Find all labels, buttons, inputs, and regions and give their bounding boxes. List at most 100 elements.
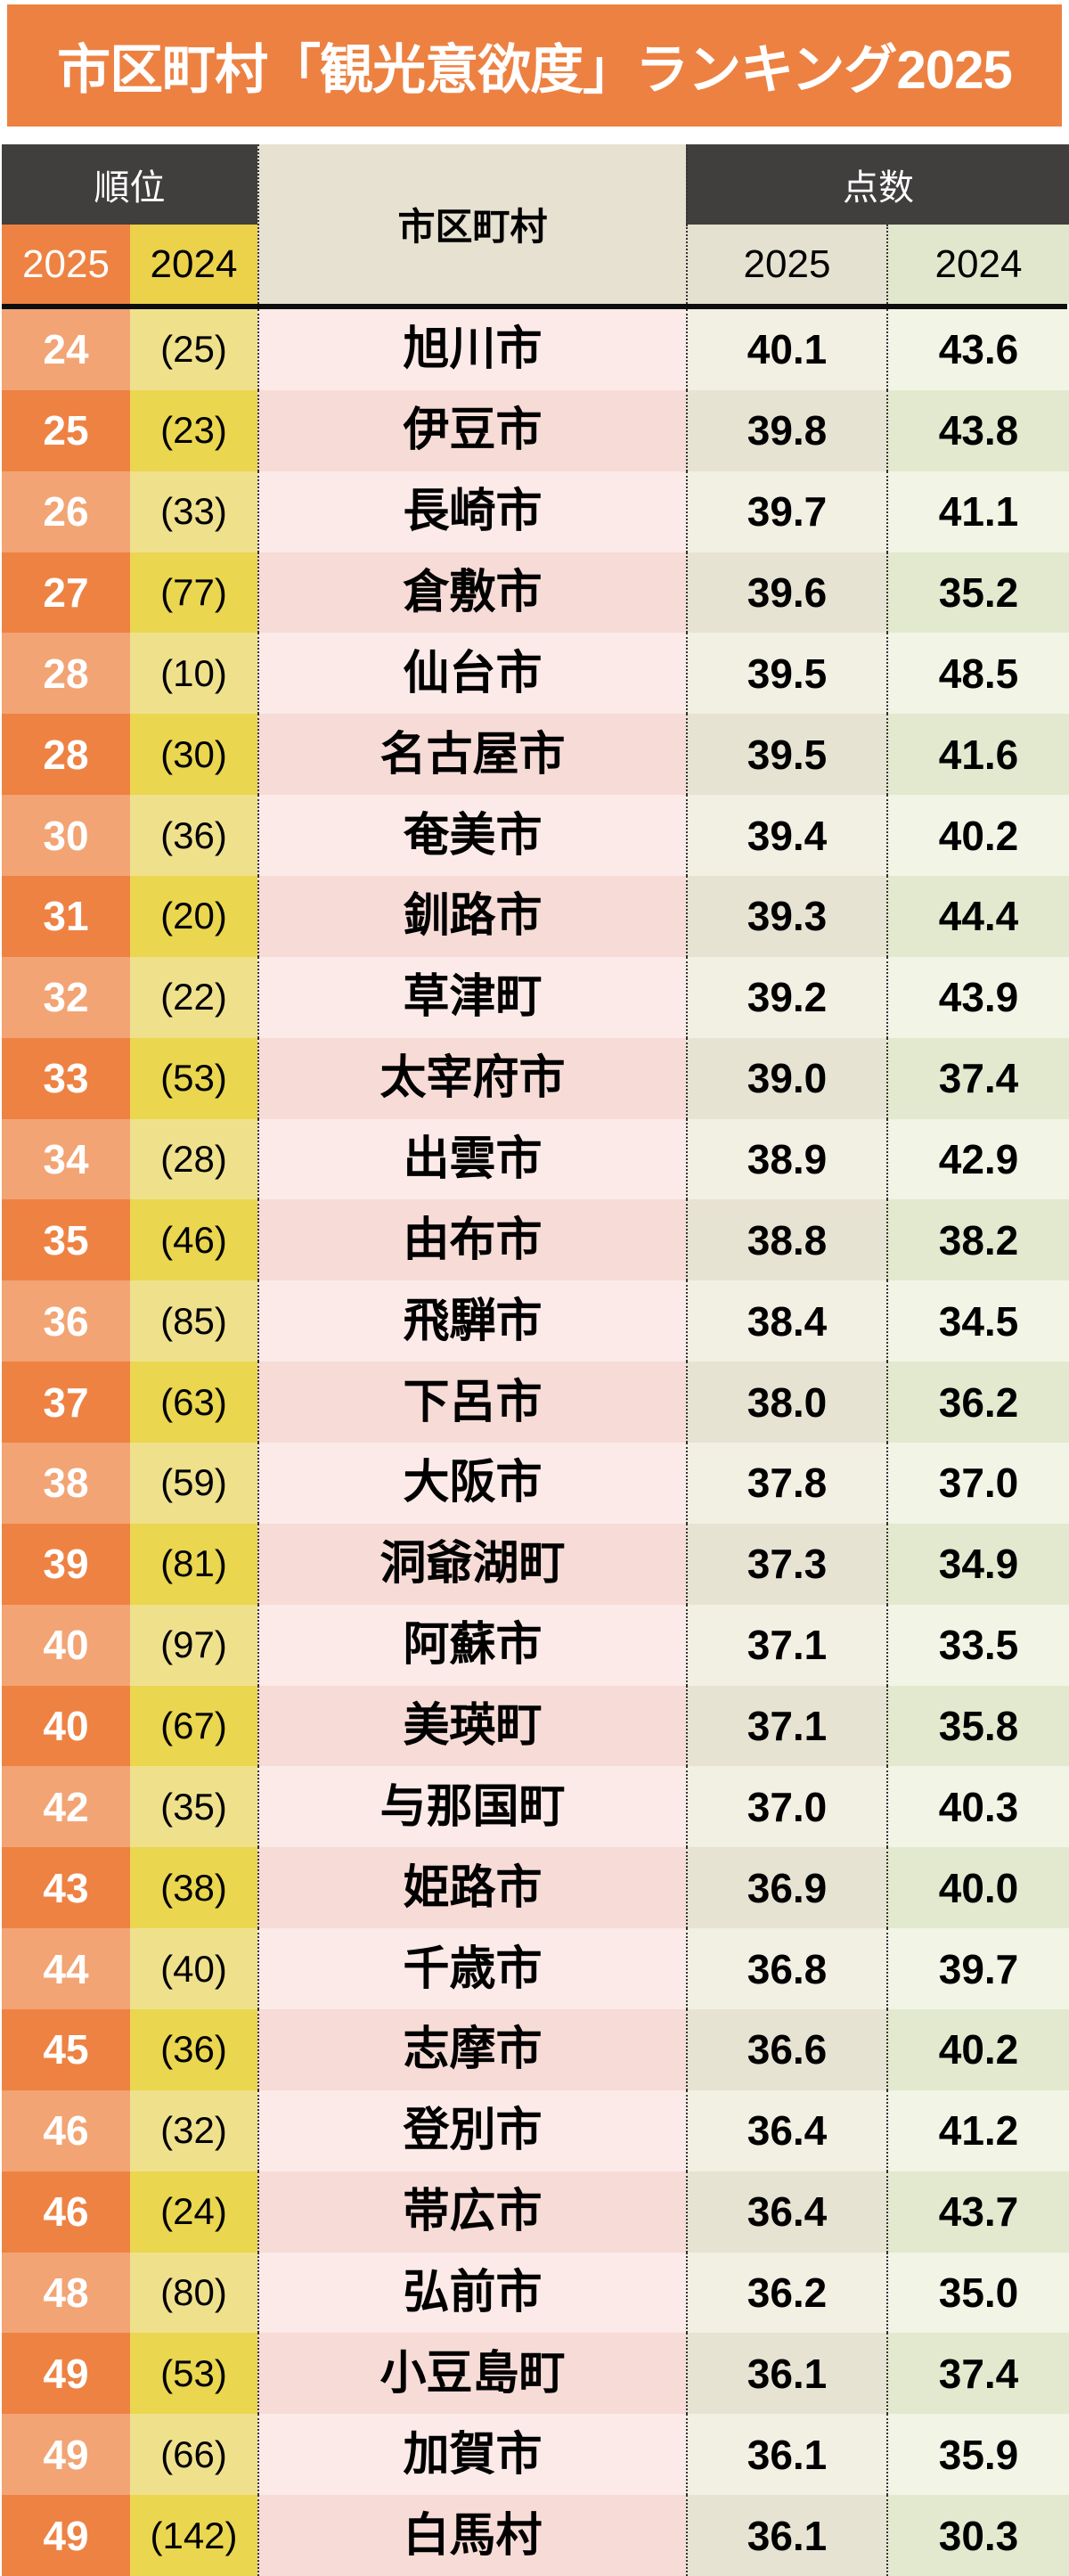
rank-2024-value: (142) — [130, 2495, 257, 2576]
score-2024-value: 40.2 — [886, 2009, 1069, 2090]
rank-2024-value: (32) — [130, 2089, 257, 2171]
score-2024-value: 42.9 — [886, 1118, 1069, 1200]
municipality-name: 美瑛町 — [257, 1685, 686, 1767]
rank-2025-value: 24 — [2, 309, 130, 390]
rank-2024-value: (80) — [130, 2252, 257, 2334]
rank-2025-value: 31 — [2, 876, 130, 957]
municipality-name: 登別市 — [257, 2089, 686, 2171]
table-row: 48 (80) 弘前市 36.2 35.0 — [2, 2252, 1069, 2334]
page-title: 市区町村「観光意欲度」ランキング2025 — [57, 40, 1013, 100]
rank-2024-value: (97) — [130, 1604, 257, 1686]
rank-2025-value: 36 — [2, 1280, 130, 1362]
table-row: 31 (20) 釧路市 39.3 44.4 — [2, 876, 1069, 957]
score-2024-value: 37.0 — [886, 1443, 1069, 1524]
score-2025-value: 39.0 — [686, 1037, 886, 1119]
municipality-name: 千歳市 — [257, 1928, 686, 2010]
rank-2025-value: 46 — [2, 2089, 130, 2171]
ranking-table: 順位 市区町村 点数 2025 2024 2025 2024 — [2, 144, 1069, 304]
score-2025-value: 37.1 — [686, 1685, 886, 1767]
rank-2024-value: (66) — [130, 2414, 257, 2496]
rank-2025-value: 35 — [2, 1199, 130, 1281]
table-row: 30 (36) 奄美市 39.4 40.2 — [2, 795, 1069, 877]
header-rank-2024: 2024 — [130, 225, 257, 304]
rank-2025-value: 25 — [2, 389, 130, 471]
municipality-name: 帯広市 — [257, 2171, 686, 2253]
score-2025-value: 39.4 — [686, 795, 886, 877]
score-2025-value: 39.2 — [686, 956, 886, 1038]
score-2024-value: 44.4 — [886, 876, 1069, 957]
header-score-2024: 2024 — [886, 225, 1069, 304]
score-2025-value: 36.8 — [686, 1928, 886, 2010]
municipality-name: 志摩市 — [257, 2009, 686, 2090]
rank-2024-value: (67) — [130, 1685, 257, 1767]
rank-2024-value: (77) — [130, 552, 257, 634]
municipality-name: 旭川市 — [257, 309, 686, 390]
score-2025-value: 37.3 — [686, 1523, 886, 1605]
table-row: 40 (67) 美瑛町 37.1 35.8 — [2, 1685, 1069, 1767]
rank-2024-value: (28) — [130, 1118, 257, 1200]
rank-2024-value: (22) — [130, 956, 257, 1038]
score-2025-value: 36.1 — [686, 2333, 886, 2415]
score-2024-value: 34.5 — [886, 1280, 1069, 1362]
table-row: 44 (40) 千歳市 36.8 39.7 — [2, 1928, 1069, 2010]
municipality-name: 大阪市 — [257, 1443, 686, 1524]
rank-2024-value: (40) — [130, 1928, 257, 2010]
score-2025-value: 37.0 — [686, 1766, 886, 1848]
score-2025-value: 36.6 — [686, 2009, 886, 2090]
score-2025-value: 37.1 — [686, 1604, 886, 1686]
rank-2025-value: 48 — [2, 2252, 130, 2334]
score-2025-value: 39.7 — [686, 470, 886, 552]
table-row: 46 (24) 帯広市 36.4 43.7 — [2, 2171, 1069, 2253]
rank-2025-value: 33 — [2, 1037, 130, 1119]
score-2024-value: 43.7 — [886, 2171, 1069, 2253]
score-2025-value: 38.8 — [686, 1199, 886, 1281]
rank-2024-value: (23) — [130, 389, 257, 471]
table-row: 25 (23) 伊豆市 39.8 43.8 — [2, 389, 1069, 471]
score-2024-value: 34.9 — [886, 1523, 1069, 1605]
score-2025-value: 38.4 — [686, 1280, 886, 1362]
title-banner: 市区町村「観光意欲度」ランキング2025 — [7, 4, 1062, 127]
table-row: 35 (46) 由布市 38.8 38.2 — [2, 1199, 1069, 1281]
municipality-name: 弘前市 — [257, 2252, 686, 2334]
table-header: 順位 市区町村 点数 2025 2024 2025 2024 — [2, 144, 1069, 304]
rank-2025-value: 37 — [2, 1362, 130, 1443]
rank-2024-value: (10) — [130, 633, 257, 715]
table-row: 40 (97) 阿蘇市 37.1 33.5 — [2, 1604, 1069, 1686]
rank-2025-value: 39 — [2, 1523, 130, 1605]
score-2025-value: 39.6 — [686, 552, 886, 634]
table-row: 49 (53) 小豆島町 36.1 37.4 — [2, 2333, 1069, 2415]
table-row: 43 (38) 姫路市 36.9 40.0 — [2, 1847, 1069, 1929]
rank-2025-value: 30 — [2, 795, 130, 877]
score-2024-value: 38.2 — [886, 1199, 1069, 1281]
rank-2024-value: (85) — [130, 1280, 257, 1362]
rank-2025-value: 44 — [2, 1928, 130, 2010]
score-2025-value: 36.4 — [686, 2171, 886, 2253]
rank-2025-value: 40 — [2, 1685, 130, 1767]
table-row: 33 (53) 太宰府市 39.0 37.4 — [2, 1037, 1069, 1119]
table-row: 49 (142) 白馬村 36.1 30.3 — [2, 2495, 1069, 2576]
score-2025-value: 40.1 — [686, 309, 886, 390]
score-2024-value: 33.5 — [886, 1604, 1069, 1686]
rank-2025-value: 26 — [2, 470, 130, 552]
header-divider — [2, 304, 1067, 309]
score-2024-value: 35.0 — [886, 2252, 1069, 2334]
score-2025-value: 39.3 — [686, 876, 886, 957]
rank-2025-value: 28 — [2, 714, 130, 796]
table-row: 24 (25) 旭川市 40.1 43.6 — [2, 309, 1069, 390]
rank-2024-value: (63) — [130, 1362, 257, 1443]
score-2024-value: 37.4 — [886, 1037, 1069, 1119]
score-2024-value: 39.7 — [886, 1928, 1069, 2010]
score-2025-value: 36.2 — [686, 2252, 886, 2334]
score-2024-value: 35.2 — [886, 552, 1069, 634]
rank-2025-value: 49 — [2, 2333, 130, 2415]
municipality-name: 伊豆市 — [257, 389, 686, 471]
rank-2024-value: (59) — [130, 1443, 257, 1524]
score-2024-value: 36.2 — [886, 1362, 1069, 1443]
table-row: 26 (33) 長崎市 39.7 41.1 — [2, 470, 1069, 552]
municipality-name: 奄美市 — [257, 795, 686, 877]
rank-2024-value: (25) — [130, 309, 257, 390]
score-2024-value: 43.8 — [886, 389, 1069, 471]
table-row: 46 (32) 登別市 36.4 41.2 — [2, 2089, 1069, 2171]
municipality-name: 洞爺湖町 — [257, 1523, 686, 1605]
